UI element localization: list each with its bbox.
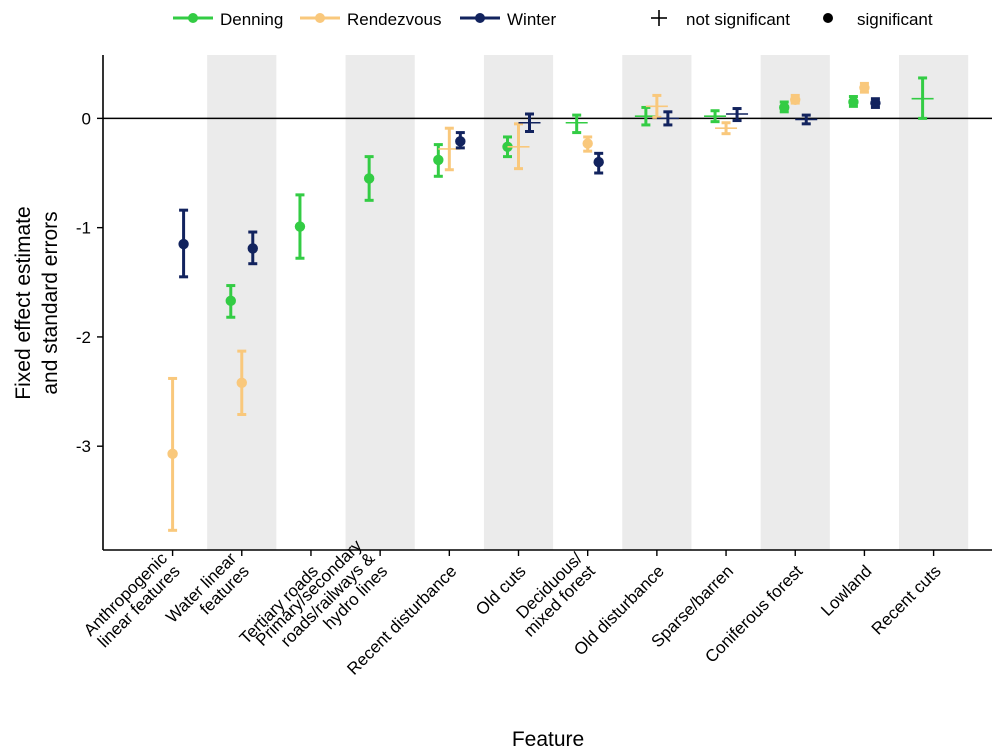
errorbar-denning-coniferous-forest (779, 100, 790, 114)
legend-label-winter: Winter (507, 10, 556, 29)
legend-item-rendezvous: Rendezvous (300, 10, 442, 29)
legend: Denning Rendezvous Winter not significan… (173, 10, 933, 29)
errorbar-winter-lowland (870, 97, 881, 109)
errorbar-rendezvous-lowland (859, 81, 870, 94)
legend-item-denning: Denning (173, 10, 283, 29)
point-significant-denning-recent-disturbance (433, 154, 444, 166)
errorbar-denning-water-linear-features (225, 284, 236, 319)
errorbar-denning-sparse-barren (704, 109, 727, 124)
errorbar-winter-anthropogenic-linear-features (178, 208, 189, 279)
band-recent-cuts (899, 55, 969, 550)
background-bands (207, 55, 969, 550)
y-axis-title-line-2: and standard errors (39, 211, 62, 394)
errorbar-rendezvous-old-disturbance (645, 93, 668, 119)
point-significant-rendezvous-anthropogenic-linear-features (167, 448, 178, 460)
data-marks (167, 76, 934, 532)
y-tick-label: -1 (76, 219, 91, 238)
point-significant-rendezvous-lowland (859, 82, 870, 93)
errorbar-rendezvous-recent-disturbance (438, 126, 461, 172)
band-old-disturbance (622, 55, 692, 550)
legend-item-winter: Winter (460, 10, 556, 29)
legend-item-significant: significant (823, 10, 933, 29)
errorbar-denning-old-disturbance (634, 105, 657, 127)
point-significant-rendezvous-deciduous-mixed-forest (582, 138, 593, 149)
x-tick-label-recent-cuts: Recent cuts (868, 562, 945, 639)
y-axis-title-line-1: Fixed effect estimate (12, 206, 35, 399)
point-significant-winter-lowland (870, 97, 881, 109)
errorbar-denning-primary-secondary-roads-railways-hydro-lines (363, 155, 375, 202)
point-significant-denning-water-linear-features (225, 295, 236, 307)
errorbar-denning-deciduous-mixed-forest (565, 113, 588, 135)
errorbar-rendezvous-sparse-barren (715, 121, 738, 136)
y-tick-label: -3 (76, 437, 91, 456)
y-tick-label: 0 (82, 109, 91, 128)
errorbar-denning-lowland (848, 95, 859, 108)
point-significant-rendezvous-coniferous-forest (790, 94, 801, 106)
point-significant-denning-tertiary-roads (294, 221, 306, 232)
errorbar-winter-old-disturbance (656, 110, 679, 127)
errorbar-winter-sparse-barren (726, 107, 749, 123)
point-significant-winter-water-linear-features (247, 243, 258, 254)
errorbar-denning-recent-cuts (911, 76, 934, 120)
band-coniferous-forest (760, 55, 830, 550)
x-tick-label-water-linear-features: Water linearfeatures (162, 549, 253, 640)
errorbar-rendezvous-water-linear-features (236, 349, 247, 417)
x-tick-label-deciduous-mixed-forest: Deciduous/mixed forest (507, 549, 599, 641)
point-significant-winter-deciduous-mixed-forest (593, 156, 604, 168)
errorbar-rendezvous-deciduous-mixed-forest (582, 135, 593, 153)
y-tick-label: -2 (76, 328, 91, 347)
errorbar-rendezvous-coniferous-forest (790, 93, 801, 106)
point-significant-winter-recent-disturbance (455, 136, 466, 147)
legend-label-significant: significant (857, 10, 933, 29)
errorbar-denning-tertiary-roads (294, 193, 306, 260)
band-water-linear-features (207, 55, 277, 550)
point-significant-denning-old-cuts (502, 141, 513, 152)
errorbar-winter-water-linear-features (247, 230, 258, 266)
point-significant-rendezvous-water-linear-features (236, 377, 247, 389)
point-significant-denning-lowland (848, 96, 859, 108)
point-significant-winter-anthropogenic-linear-features (178, 238, 189, 250)
legend-label-rendezvous: Rendezvous (347, 10, 442, 29)
errorbar-winter-old-cuts (518, 112, 541, 133)
point-significant-denning-coniferous-forest (779, 102, 790, 113)
band-primary-secondary-roads-railways-hydro-lines (345, 55, 415, 550)
errorbar-denning-recent-disturbance (433, 143, 444, 178)
point-significant-denning-primary-secondary-roads-railways-hydro-lines (363, 173, 375, 184)
axes: 0 -1 -2 -3 (76, 55, 992, 556)
legend-label-denning: Denning (220, 10, 283, 29)
legend-label-not-significant: not significant (686, 10, 790, 29)
x-tick-label-anthropogenic-linear-features: Anthropogeniclinear features (80, 549, 184, 653)
errorbar-rendezvous-anthropogenic-linear-features (167, 376, 178, 532)
errorbar-winter-deciduous-mixed-forest (593, 151, 604, 175)
legend-item-not-significant: not significant (651, 10, 790, 29)
errorbar-winter-recent-disturbance (455, 131, 466, 150)
x-tick-label-lowland: Lowland (817, 562, 875, 620)
errorbar-winter-coniferous-forest (795, 113, 818, 126)
errorbar-rendezvous-old-cuts (507, 122, 530, 171)
x-axis-title: Feature (512, 728, 584, 750)
